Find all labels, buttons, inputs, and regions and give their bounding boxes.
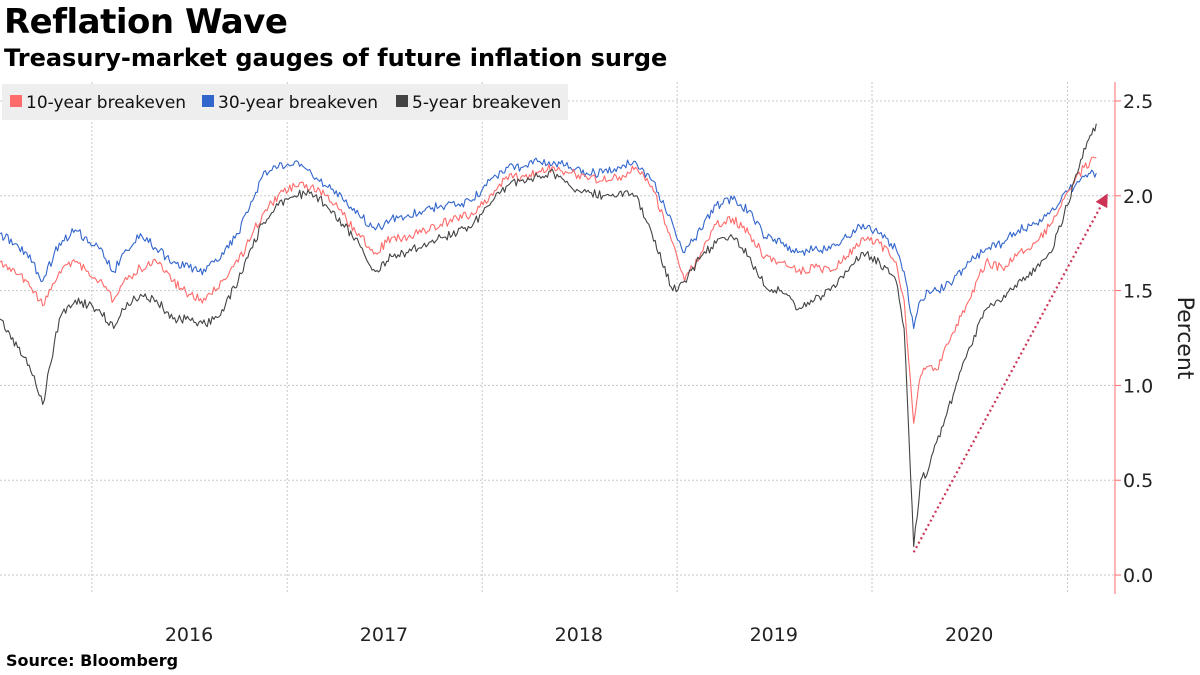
y-tick-label-2: 1.0 xyxy=(1123,375,1153,397)
x-tick-label-1: 2017 xyxy=(360,624,408,646)
legend-item-30-year: 30-year breakeven xyxy=(202,93,378,113)
x-tick-label-3: 2019 xyxy=(750,624,798,646)
chart-subtitle: Treasury-market gauges of future inflati… xyxy=(4,44,668,72)
x-tick-label-2: 2018 xyxy=(555,624,603,646)
legend-swatch-5-year xyxy=(396,95,408,107)
x-tick-label-4: 2020 xyxy=(945,624,993,646)
source-note: Source: Bloomberg xyxy=(6,651,179,670)
y-tick-label-0: 0.0 xyxy=(1123,565,1153,587)
series-line-0 xyxy=(0,156,1097,424)
y-tick-label-5: 2.5 xyxy=(1123,91,1153,113)
series-lines xyxy=(0,123,1097,548)
legend-swatch-30-year xyxy=(202,95,214,107)
chart-title: Reflation Wave xyxy=(4,2,288,42)
legend-label-5-year: 5-year breakeven xyxy=(412,93,561,113)
y-axis-label: Percent xyxy=(1172,297,1197,380)
y-tick-label-4: 2.0 xyxy=(1123,186,1153,208)
series-line-2 xyxy=(0,123,1097,548)
grid xyxy=(0,82,1115,594)
legend-item-10-year: 10-year breakeven xyxy=(10,93,186,113)
y-tick-label-1: 0.5 xyxy=(1123,470,1153,492)
legend-label-10-year: 10-year breakeven xyxy=(26,93,186,113)
series-line-1 xyxy=(0,157,1097,330)
x-tick-label-0: 2016 xyxy=(165,624,213,646)
y-tick-label-3: 1.5 xyxy=(1123,281,1153,303)
annotations xyxy=(912,193,1108,553)
legend-swatch-10-year xyxy=(10,95,22,107)
legend: 10-year breakeven 30-year breakeven 5-ye… xyxy=(2,84,568,120)
annotation-arrow-0 xyxy=(912,193,1108,553)
legend-item-5-year: 5-year breakeven xyxy=(396,93,561,113)
axes: 0.0 0.5 1.0 1.5 2.0 2.5 2016 2017 2018 2019 2020 xyxy=(165,82,1153,646)
legend-background xyxy=(2,84,568,120)
legend-label-30-year: 30-year breakeven xyxy=(218,93,378,113)
